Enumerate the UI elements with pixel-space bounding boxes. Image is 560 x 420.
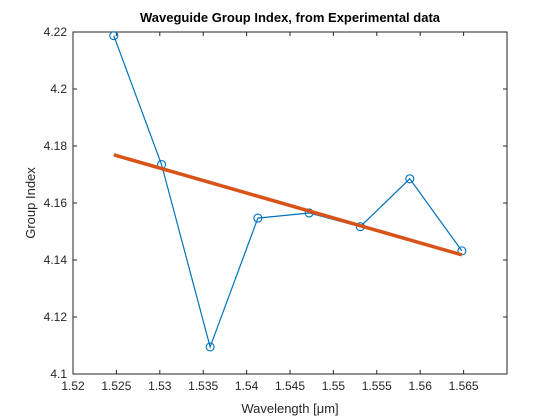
plot-area: [73, 32, 507, 374]
y-tick-label: 4.2: [50, 82, 67, 96]
y-axis-label: Group Index: [23, 167, 38, 239]
y-tick-label: 4.12: [44, 310, 68, 324]
x-axis-label: Wavelength [μm]: [241, 401, 338, 416]
x-tick-label: 1.555: [362, 379, 392, 393]
x-tick-label: 1.545: [275, 379, 305, 393]
x-tick-label: 1.52: [61, 379, 85, 393]
y-tick-label: 4.22: [44, 25, 68, 39]
y-tick-label: 4.16: [44, 196, 68, 210]
x-tick-label: 1.535: [188, 379, 218, 393]
x-tick-label: 1.53: [148, 379, 172, 393]
y-tick-label: 4.18: [44, 139, 68, 153]
y-tick-label: 4.1: [50, 367, 67, 381]
y-tick-label: 4.14: [44, 253, 68, 267]
x-tick-label: 1.565: [449, 379, 479, 393]
x-tick-label: 1.525: [101, 379, 131, 393]
x-tick-label: 1.54: [235, 379, 259, 393]
x-tick-label: 1.55: [322, 379, 346, 393]
x-tick-label: 1.56: [409, 379, 433, 393]
chart-title: Waveguide Group Index, from Experimental…: [140, 10, 441, 25]
